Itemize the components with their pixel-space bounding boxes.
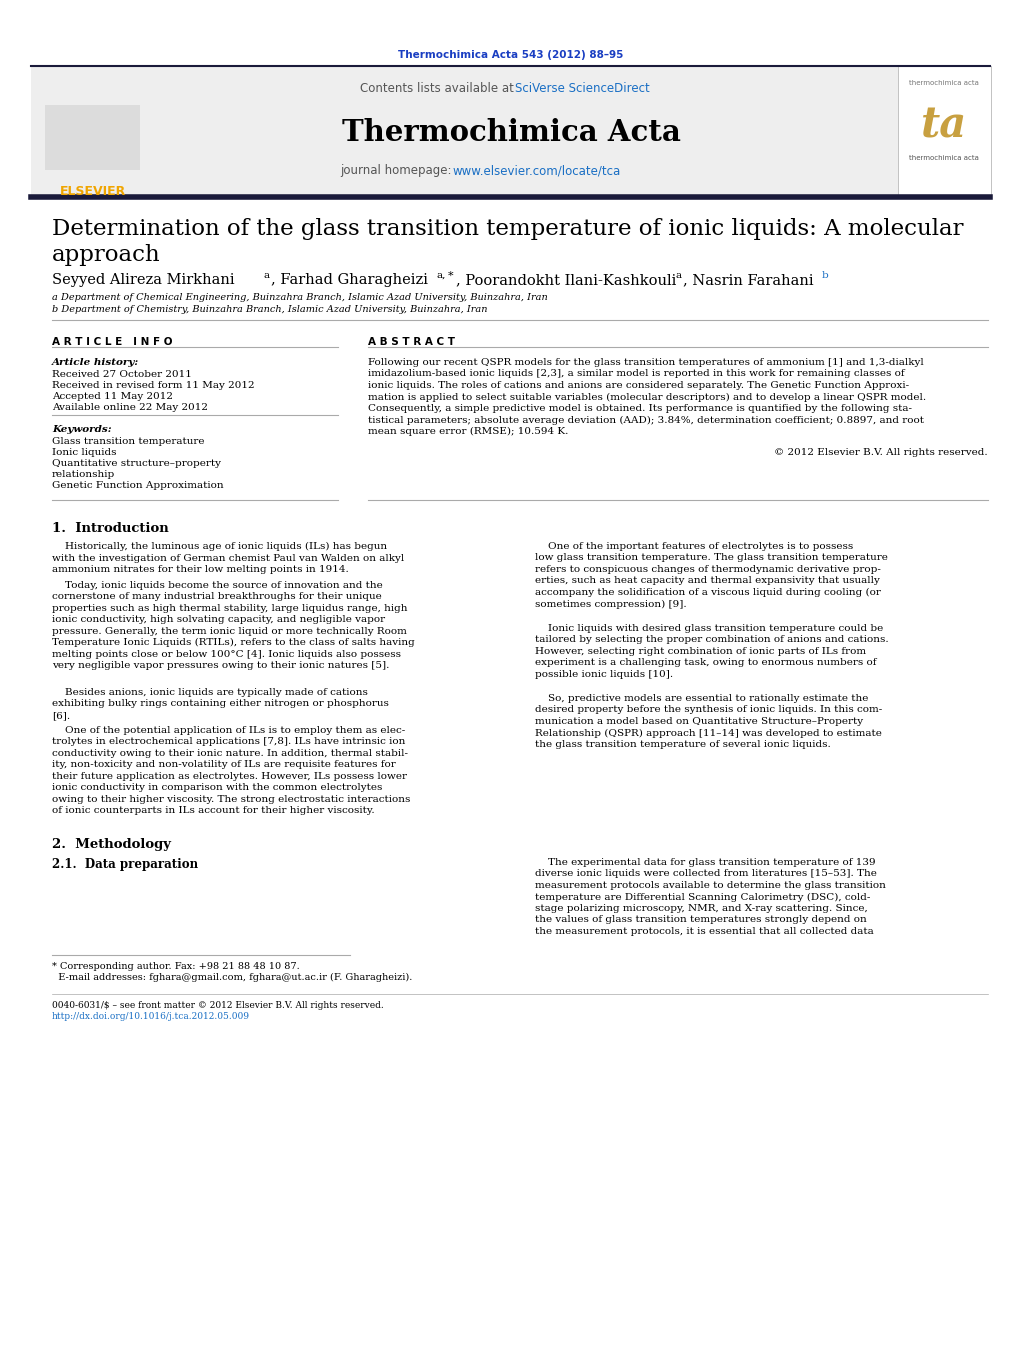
Text: www.elsevier.com/locate/tca: www.elsevier.com/locate/tca: [452, 163, 620, 177]
Text: Thermochimica Acta 543 (2012) 88–95: Thermochimica Acta 543 (2012) 88–95: [398, 50, 624, 59]
Text: Today, ionic liquids become the source of innovation and the
cornerstone of many: Today, ionic liquids become the source o…: [52, 581, 415, 670]
Text: , Poorandokht Ilani-Kashkouli: , Poorandokht Ilani-Kashkouli: [456, 273, 676, 286]
Text: ta: ta: [921, 105, 967, 147]
Text: Article history:: Article history:: [52, 358, 139, 367]
Text: ELSEVIER: ELSEVIER: [60, 185, 127, 199]
Text: One of the important features of electrolytes is to possess
low glass transition: One of the important features of electro…: [535, 542, 888, 608]
Text: Following our recent QSPR models for the glass transition temperatures of ammoni: Following our recent QSPR models for the…: [368, 358, 926, 436]
Text: A B S T R A C T: A B S T R A C T: [368, 336, 455, 347]
Text: © 2012 Elsevier B.V. All rights reserved.: © 2012 Elsevier B.V. All rights reserved…: [774, 449, 988, 457]
Text: http://dx.doi.org/10.1016/j.tca.2012.05.009: http://dx.doi.org/10.1016/j.tca.2012.05.…: [52, 1012, 250, 1021]
Text: Besides anions, ionic liquids are typically made of cations
exhibiting bulky rin: Besides anions, ionic liquids are typica…: [52, 688, 389, 720]
Text: 2.  Methodology: 2. Methodology: [52, 838, 171, 851]
Text: Keywords:: Keywords:: [52, 426, 111, 434]
Text: a: a: [675, 272, 681, 280]
Text: Determination of the glass transition temperature of ionic liquids: A molecular: Determination of the glass transition te…: [52, 218, 964, 240]
Bar: [898, 66, 991, 197]
Bar: [31, 66, 186, 197]
Text: , Farhad Gharagheizi: , Farhad Gharagheizi: [271, 273, 428, 286]
Text: Genetic Function Approximation: Genetic Function Approximation: [52, 481, 224, 490]
Text: Historically, the luminous age of ionic liquids (ILs) has begun
with the investi: Historically, the luminous age of ionic …: [52, 542, 404, 574]
Text: 0040-6031/$ – see front matter © 2012 Elsevier B.V. All rights reserved.: 0040-6031/$ – see front matter © 2012 El…: [52, 1001, 384, 1011]
Text: 2.1.  Data preparation: 2.1. Data preparation: [52, 858, 198, 871]
Text: a Department of Chemical Engineering, Buinzahra Branch, Islamic Azad University,: a Department of Chemical Engineering, Bu…: [52, 293, 547, 303]
Text: a: a: [263, 272, 270, 280]
Text: SciVerse ScienceDirect: SciVerse ScienceDirect: [515, 82, 649, 95]
Text: Seyyed Alireza Mirkhani: Seyyed Alireza Mirkhani: [52, 273, 235, 286]
Text: a,: a,: [436, 272, 445, 280]
Text: E-mail addresses: fghara@gmail.com, fghara@ut.ac.ir (F. Gharagheizi).: E-mail addresses: fghara@gmail.com, fgha…: [52, 973, 412, 982]
Text: Contents lists available at: Contents lists available at: [360, 82, 518, 95]
Text: *: *: [448, 272, 453, 281]
Text: approach: approach: [52, 245, 160, 266]
Text: Available online 22 May 2012: Available online 22 May 2012: [52, 403, 208, 412]
Bar: [31, 66, 898, 197]
Text: 1.  Introduction: 1. Introduction: [52, 521, 168, 535]
Text: thermochimica acta: thermochimica acta: [909, 80, 979, 86]
Text: Thermochimica Acta: Thermochimica Acta: [342, 118, 680, 147]
Text: Ionic liquids with desired glass transition temperature could be
tailored by sel: Ionic liquids with desired glass transit…: [535, 624, 888, 678]
Text: So, predictive models are essential to rationally estimate the
desired property : So, predictive models are essential to r…: [535, 694, 882, 748]
Text: b Department of Chemistry, Buinzahra Branch, Islamic Azad University, Buinzahra,: b Department of Chemistry, Buinzahra Bra…: [52, 305, 487, 313]
Text: A R T I C L E   I N F O: A R T I C L E I N F O: [52, 336, 173, 347]
Text: Accepted 11 May 2012: Accepted 11 May 2012: [52, 392, 173, 401]
Text: Ionic liquids: Ionic liquids: [52, 449, 116, 457]
Text: The experimental data for glass transition temperature of 139
diverse ionic liqu: The experimental data for glass transiti…: [535, 858, 886, 936]
Text: journal homepage:: journal homepage:: [340, 163, 455, 177]
Text: Received in revised form 11 May 2012: Received in revised form 11 May 2012: [52, 381, 254, 390]
Text: * Corresponding author. Fax: +98 21 88 48 10 87.: * Corresponding author. Fax: +98 21 88 4…: [52, 962, 300, 971]
Text: relationship: relationship: [52, 470, 115, 480]
Text: thermochimica acta: thermochimica acta: [909, 155, 979, 161]
Text: Received 27 October 2011: Received 27 October 2011: [52, 370, 192, 380]
Text: One of the potential application of ILs is to employ them as elec-
trolytes in e: One of the potential application of ILs …: [52, 725, 410, 815]
Bar: [45, 105, 140, 170]
Text: , Nasrin Farahani: , Nasrin Farahani: [683, 273, 814, 286]
Text: b: b: [822, 272, 829, 280]
Text: Glass transition temperature: Glass transition temperature: [52, 436, 204, 446]
Text: Quantitative structure–property: Quantitative structure–property: [52, 459, 221, 467]
